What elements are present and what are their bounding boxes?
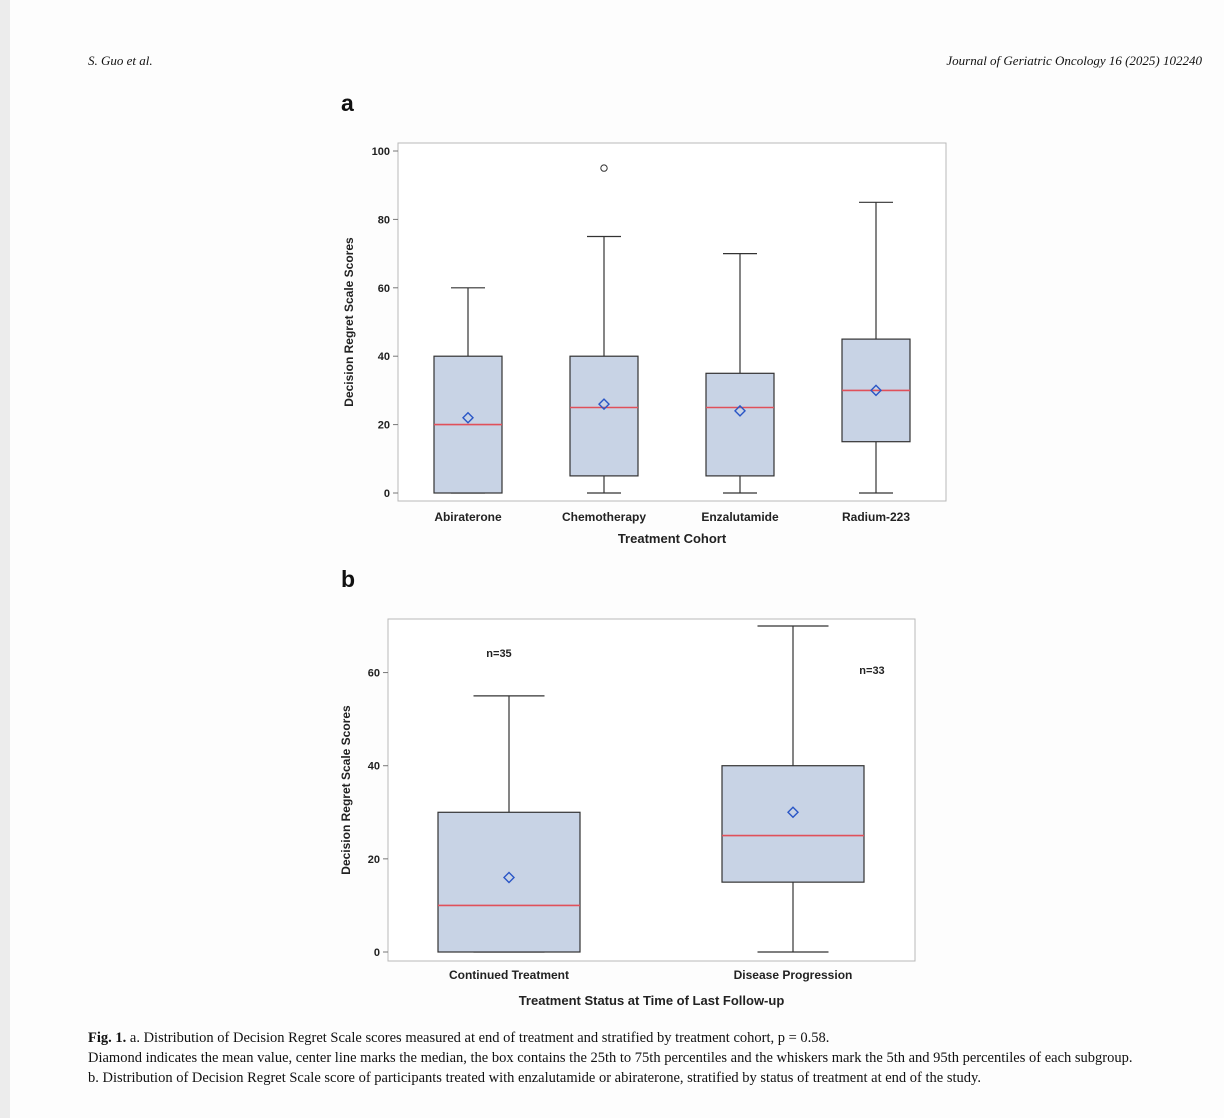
figure-caption: Fig. 1. a. Distribution of Decision Regr… [88, 1028, 1204, 1088]
mean-diamond [462, 411, 474, 424]
outlier-point [600, 164, 608, 172]
y-axis-title: Decision Regret Scale Scores [342, 237, 356, 407]
y-tick-label: 60 [368, 668, 380, 680]
y-tick-label: 60 [378, 283, 390, 295]
y-axis-title: Decision Regret Scale Scores [339, 705, 353, 875]
caption-line-2: Diamond indicates the mean value, center… [88, 1050, 1133, 1066]
x-axis-title: Treatment Status at Time of Last Follow-… [519, 993, 785, 1008]
y-tick-label: 100 [372, 146, 390, 158]
running-header-journal: Journal of Geriatric Oncology 16 (2025) … [946, 53, 1202, 68]
y-tick-label: 80 [378, 214, 390, 226]
running-header-authors: S. Guo et al. [88, 53, 153, 68]
iqr-box [721, 765, 865, 883]
x-category-label: Disease Progression [734, 968, 853, 982]
y-tick-label: 20 [368, 854, 380, 866]
y-tick-label: 20 [378, 420, 390, 432]
panel-a-label: a [341, 90, 354, 116]
mean-diamond [734, 404, 746, 417]
caption-line-1: a. Distribution of Decision Regret Scale… [129, 1030, 830, 1046]
iqr-box [569, 355, 639, 477]
x-category-label: Abiraterone [434, 510, 502, 524]
x-axis-title: Treatment Cohort [618, 531, 727, 546]
sample-size-annotation: n=35 [486, 648, 511, 660]
boxplot-chart-a: 0 20 40 60 80 100 Decision Regret Scale Scores… [342, 142, 947, 546]
x-category-label: Continued Treatment [449, 968, 569, 982]
x-category-label: Radium-223 [842, 510, 910, 524]
mean-diamond [598, 398, 610, 411]
mean-diamond [503, 871, 515, 884]
sample-size-annotation: n=33 [859, 665, 884, 677]
caption-label: Fig. 1. [88, 1030, 127, 1046]
journal-page: S. Guo et al. Journal of Geriatric Oncol… [10, 0, 1224, 1118]
iqr-box [705, 372, 775, 477]
mean-diamond [870, 384, 882, 397]
x-category-label: Enzalutamide [701, 510, 779, 524]
panel-b-label: b [341, 566, 356, 592]
y-tick-label: 0 [374, 947, 380, 959]
x-category-label: Chemotherapy [562, 510, 646, 524]
mean-diamond [787, 806, 799, 819]
y-tick-label: 0 [384, 488, 390, 500]
y-tick-label: 40 [378, 351, 390, 363]
y-tick-label: 40 [368, 761, 380, 773]
boxplot-chart-b: 0 20 40 60 Decision Regret Scale Scores Treat… [339, 618, 916, 1008]
caption-line-3: b. Distribution of Decision Regret Scale… [88, 1070, 981, 1086]
